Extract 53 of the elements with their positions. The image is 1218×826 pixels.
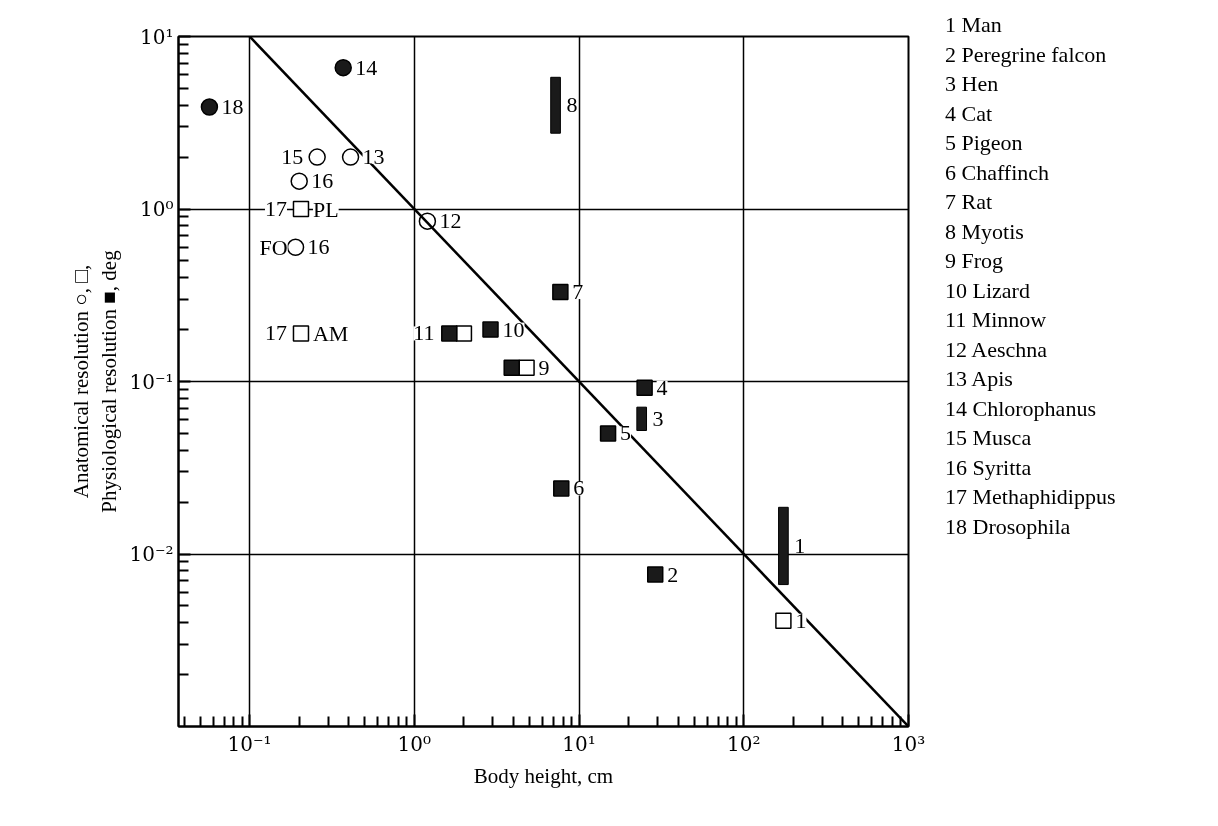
- text: 7 Rat: [945, 189, 993, 214]
- text: 13 Apis: [945, 366, 1013, 391]
- annotation: 18: [221, 94, 244, 120]
- x-tick-label: 10⁻¹: [227, 731, 272, 756]
- text: 14 Chlorophanus: [945, 395, 1096, 421]
- text: 6 Chaffinch: [945, 159, 1050, 185]
- annotation: FO: [259, 234, 288, 260]
- text: 1 Man: [945, 12, 1002, 37]
- x-tick-label: 10³: [891, 731, 926, 756]
- y-tick-label: 10¹: [140, 24, 174, 49]
- x-tick-label: 10²: [727, 731, 761, 756]
- annotation: 13: [362, 144, 385, 170]
- y-axis-title: Anatomical resolution ○, □, Physiological resolution ■, deg: [68, 249, 122, 513]
- annotation: 6: [573, 475, 585, 501]
- annotation: 8: [566, 92, 578, 118]
- text: 12 Aeschna: [945, 336, 1048, 362]
- annotation: 14: [355, 54, 378, 80]
- text: 4 Cat: [945, 100, 993, 126]
- x-tick-label: 10⁰: [397, 731, 432, 756]
- annotation: 12: [439, 208, 462, 234]
- annotation: 3: [652, 405, 664, 431]
- annotation: 15: [281, 144, 304, 170]
- y-tick-label: 10⁻²: [129, 542, 174, 566]
- annotation: 1: [795, 607, 807, 633]
- text: 5 Pigeon: [945, 130, 1023, 155]
- annotation: 17: [264, 320, 287, 346]
- annotation: 2: [667, 561, 679, 587]
- annotation: PL: [312, 196, 339, 222]
- text: 17 Methaphidippus: [945, 484, 1116, 509]
- text: 15 Musca: [945, 425, 1032, 450]
- text: 10 Lizard: [945, 277, 1030, 303]
- annotation: 9: [538, 354, 550, 380]
- text: 2 Peregrine falcon: [945, 41, 1107, 67]
- annotation: AM: [312, 320, 349, 346]
- annotation: 16: [311, 168, 334, 194]
- annotation: 1: [794, 532, 806, 558]
- x-axis-title: Body height, cm: [473, 763, 614, 788]
- x-tick-label: 10¹: [562, 731, 596, 756]
- y-tick-label: 10⁰: [140, 197, 174, 221]
- text: 16 Syritta: [945, 454, 1032, 480]
- text: 8 Myotis: [945, 218, 1024, 244]
- annotation: 7: [572, 279, 584, 305]
- text: 9 Frog: [945, 248, 1004, 273]
- annotation: 4: [656, 374, 668, 400]
- annotation: 11: [413, 320, 435, 346]
- annotation: 17: [264, 196, 287, 221]
- text: 18 Drosophila: [945, 513, 1071, 539]
- annotation: 16: [307, 234, 330, 260]
- annotation: 5: [620, 420, 632, 446]
- y-tick-label: 10⁻¹: [129, 369, 174, 394]
- text: 3 Hen: [945, 71, 999, 96]
- annotation: 10: [502, 316, 525, 342]
- text: 11 Minnow: [945, 307, 1047, 332]
